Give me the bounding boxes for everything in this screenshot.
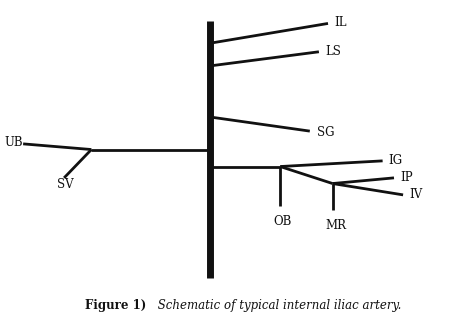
Text: IL: IL: [335, 15, 347, 29]
Text: SV: SV: [57, 178, 74, 192]
Text: Schematic of typical internal iliac artery.: Schematic of typical internal iliac arte…: [154, 299, 401, 312]
Text: MR: MR: [326, 219, 347, 232]
Text: LS: LS: [326, 45, 342, 58]
Text: IV: IV: [409, 188, 422, 201]
Text: IG: IG: [389, 154, 402, 167]
Text: Figure 1): Figure 1): [85, 299, 146, 312]
Text: SG: SG: [317, 126, 334, 139]
Text: IP: IP: [400, 171, 412, 185]
Text: UB: UB: [5, 136, 24, 149]
Text: OB: OB: [273, 215, 292, 228]
